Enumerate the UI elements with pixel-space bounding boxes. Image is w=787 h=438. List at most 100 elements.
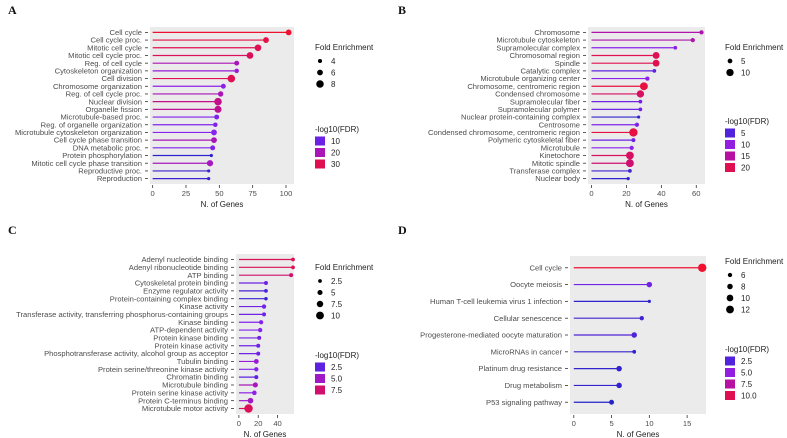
lollipop-point xyxy=(631,332,637,338)
category-label: Cellular senescence xyxy=(494,314,562,323)
category-label: Protein-containing complex binding xyxy=(110,294,228,303)
lollipop-point xyxy=(258,327,263,333)
category-label: Cell division xyxy=(101,74,142,83)
size-legend-key xyxy=(726,305,734,314)
category-label: Adenyl nucleotide binding xyxy=(141,255,228,264)
lollipop-point xyxy=(253,359,259,364)
lollipop-point xyxy=(262,312,267,317)
lollipop-point xyxy=(646,281,653,288)
category-label: Reg. of organelle organization xyxy=(41,120,142,129)
x-tick-label: 0 xyxy=(572,419,576,428)
category-label: Cell cycle proc. xyxy=(91,36,142,45)
category-label: Microtubule motor activity xyxy=(142,404,228,413)
category-label: Mitotic cell cycle proc. xyxy=(68,51,142,60)
category-label: Supramolecular polymer xyxy=(498,105,581,114)
lollipop-point xyxy=(639,82,648,91)
size-legend-key xyxy=(727,58,733,64)
category-label: Kinetochore xyxy=(539,151,580,160)
lollipop-point xyxy=(263,37,269,43)
size-legend-label: 2.5 xyxy=(331,277,343,286)
lollipop-point xyxy=(247,397,254,404)
panel-label: C xyxy=(8,223,17,237)
size-legend-label: 8 xyxy=(741,283,746,292)
category-label: Organelle fission xyxy=(85,105,142,114)
size-legend-key xyxy=(317,58,323,64)
category-label: Microtubule cytoskeleton organization xyxy=(15,128,142,137)
lollipop-point xyxy=(625,159,634,168)
x-tick-label: 0 xyxy=(151,189,155,198)
lollipop-point xyxy=(220,83,226,89)
color-legend-label: 30 xyxy=(331,160,340,169)
size-legend-label: 5 xyxy=(331,289,336,298)
lollipop-point xyxy=(256,351,261,356)
category-label: Cytoskeleton organization xyxy=(55,66,142,75)
category-label: Mitotic spindle xyxy=(532,159,580,168)
lollipop-point xyxy=(616,382,622,389)
category-label: ATP-dependent activity xyxy=(150,326,228,335)
lollipop-point xyxy=(634,122,640,127)
size-legend-key xyxy=(727,283,733,290)
color-legend-key xyxy=(725,356,735,366)
lollipop-point xyxy=(213,122,218,127)
category-label: Reg. of cell cycle xyxy=(85,59,142,68)
lollipop-point xyxy=(217,91,224,97)
size-legend-label: 6 xyxy=(741,271,746,280)
color-legend-label: 10 xyxy=(741,141,750,150)
lollipop-point xyxy=(258,320,264,325)
color-legend-key xyxy=(725,379,735,389)
color-legend-label: 2.5 xyxy=(331,363,343,372)
category-label: Progesterone-mediated oocyte maturation xyxy=(420,331,562,340)
category-label: Microtubule organizing center xyxy=(480,74,580,83)
size-legend-key xyxy=(316,300,324,308)
x-tick-label: 60 xyxy=(692,189,700,198)
category-label: Drug metabolism xyxy=(505,381,562,390)
size-legend-title: Fold Enrichment xyxy=(725,43,784,52)
lollipop-point xyxy=(252,390,257,396)
lollipop-point xyxy=(261,304,267,309)
category-label: Chromatin binding xyxy=(166,373,228,382)
plot-background xyxy=(588,27,705,184)
category-label: Tubulin binding xyxy=(177,357,228,366)
x-tick-label: 40 xyxy=(657,189,665,198)
color-legend-key xyxy=(315,148,325,157)
category-label: Protein kinase activity xyxy=(155,341,229,350)
lollipop-point xyxy=(252,382,258,388)
lollipop-point xyxy=(645,76,650,81)
category-label: Microtubule binding xyxy=(162,381,228,390)
category-label: Enzyme regulator activity xyxy=(143,286,228,295)
category-label: Supramolecular fiber xyxy=(510,97,581,106)
color-legend-key xyxy=(315,374,325,383)
lollipop-point xyxy=(244,404,253,413)
category-label: Chromosomal region xyxy=(510,51,580,60)
category-label: ATP binding xyxy=(187,271,228,280)
lollipop-point xyxy=(206,160,214,167)
lollipop-point xyxy=(207,169,211,173)
lollipop-point xyxy=(690,37,695,43)
category-label: P53 signaling pathway xyxy=(486,398,562,407)
lollipop-point xyxy=(625,151,634,160)
color-legend-label: 15 xyxy=(741,152,750,161)
lollipop-point xyxy=(214,97,222,106)
x-tick-label: 40 xyxy=(273,419,281,428)
lollipop-point xyxy=(699,30,704,35)
color-legend-title: -log10(FDR) xyxy=(725,117,769,126)
color-legend-key xyxy=(725,140,735,149)
x-axis-title: N. of Genes xyxy=(201,200,244,209)
lollipop-point xyxy=(638,99,643,104)
color-legend-label: 5.0 xyxy=(741,369,753,378)
category-label: Cell cycle xyxy=(530,263,563,272)
size-legend-key xyxy=(317,69,323,76)
category-label: Chromosome xyxy=(534,28,580,37)
category-label: DNA metabolic proc. xyxy=(73,143,142,152)
category-label: Reg. of cell cycle proc. xyxy=(66,90,142,99)
lollipop-point xyxy=(263,281,268,286)
size-legend-label: 12 xyxy=(741,306,750,315)
size-legend-label: 7.5 xyxy=(331,300,343,309)
category-label: Adenyl ribonucleotide binding xyxy=(129,263,228,272)
lollipop-point xyxy=(291,265,295,270)
lollipop-point xyxy=(254,367,259,372)
x-axis-title: N. of Genes xyxy=(244,430,287,438)
category-label: Microtubule-based proc. xyxy=(61,113,142,122)
lollipop-point xyxy=(254,44,262,52)
